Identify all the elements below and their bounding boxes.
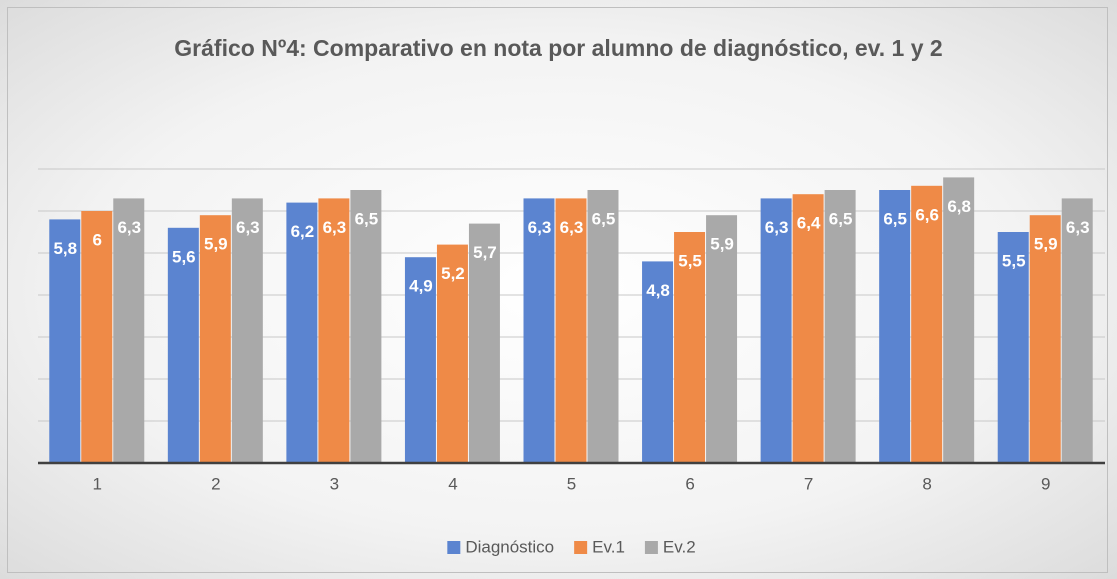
data-label: 4,8 [646, 281, 670, 300]
bar [792, 194, 824, 463]
data-label: 6,3 [117, 218, 141, 237]
data-label: 4,9 [409, 277, 433, 296]
data-label: 6,5 [355, 209, 379, 228]
bar [318, 198, 350, 463]
legend-label: Diagnóstico [465, 537, 554, 556]
data-label: 6,3 [323, 218, 347, 237]
bar [81, 211, 113, 463]
bar [350, 190, 382, 463]
bar [231, 198, 263, 463]
data-label: 5,7 [473, 243, 497, 262]
legend-label: Ev.2 [663, 537, 696, 556]
bar [674, 232, 706, 463]
data-label: 5,5 [678, 251, 702, 270]
x-tick-label: 8 [922, 474, 931, 493]
data-label: 5,2 [441, 264, 465, 283]
bar [879, 190, 911, 463]
data-label: 5,6 [172, 247, 196, 266]
data-label: 6 [93, 230, 102, 249]
x-tick-label: 9 [1041, 474, 1050, 493]
data-label: 6,3 [236, 218, 260, 237]
data-label: 6,4 [797, 214, 821, 233]
x-tick-label: 7 [804, 474, 813, 493]
x-tick-label: 1 [93, 474, 102, 493]
legend-swatch [574, 541, 588, 554]
bar [642, 261, 674, 463]
bar [911, 185, 943, 464]
x-tick-label: 2 [211, 474, 220, 493]
bar [997, 232, 1029, 463]
bar [468, 223, 500, 463]
bar [555, 198, 587, 463]
bar [587, 190, 619, 463]
bar [286, 202, 318, 463]
data-label: 6,5 [592, 209, 616, 228]
bar [943, 177, 975, 463]
x-tick-label: 5 [567, 474, 576, 493]
bar [436, 244, 468, 463]
data-label: 6,5 [883, 209, 907, 228]
bar [49, 219, 81, 463]
bar [1061, 198, 1093, 463]
data-label: 6,2 [291, 222, 315, 241]
chart-title: Gráfico Nº4: Comparativo en nota por alu… [174, 35, 943, 61]
data-label: 6,3 [1066, 218, 1090, 237]
data-label: 6,3 [765, 218, 789, 237]
data-label: 5,9 [204, 235, 228, 254]
data-label: 6,5 [829, 209, 853, 228]
bar [113, 198, 145, 463]
bar [167, 227, 199, 463]
bar [706, 215, 738, 463]
bar [404, 257, 436, 463]
x-tick-label: 3 [330, 474, 339, 493]
data-label: 5,5 [1002, 251, 1026, 270]
data-label: 6,3 [560, 218, 584, 237]
data-label: 5,8 [53, 239, 77, 258]
x-tick-label: 6 [685, 474, 694, 493]
legend-label: Ev.1 [592, 537, 625, 556]
data-label: 6,6 [915, 205, 939, 224]
bar [523, 198, 555, 463]
bar [199, 215, 231, 463]
data-label: 6,3 [528, 218, 552, 237]
bar [1029, 215, 1061, 463]
frame [7, 7, 1108, 573]
data-label: 5,9 [1034, 235, 1058, 254]
data-label: 6,8 [947, 197, 971, 216]
x-tick-label: 4 [448, 474, 457, 493]
legend-swatch [644, 541, 658, 554]
bar [824, 190, 856, 463]
legend-swatch [447, 541, 461, 554]
bar [760, 198, 792, 463]
data-label: 5,9 [710, 235, 734, 254]
